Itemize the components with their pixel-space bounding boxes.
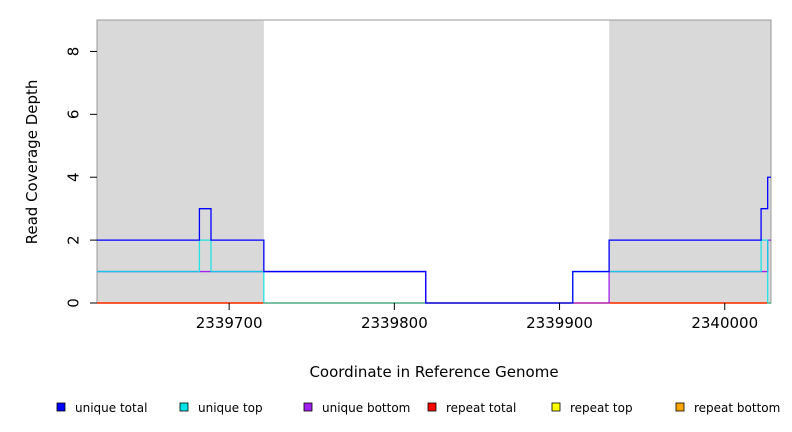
axes: 2339700 2339800 2339900 2340000 0 2 4 6 8	[65, 47, 759, 332]
legend-swatch	[675, 402, 685, 412]
legend-swatch	[56, 402, 66, 412]
series-line-unique-total	[97, 176, 771, 304]
shaded-region-1	[609, 20, 771, 303]
legend-item-repeat-total: repeat total	[427, 401, 516, 415]
legend-item-unique-total: unique total	[56, 401, 147, 415]
legend-item-repeat-bottom: repeat bottom	[675, 401, 780, 415]
series-line-unique-top	[97, 239, 771, 304]
legend-item-unique-top: unique top	[179, 401, 263, 415]
legend-label: unique total	[75, 401, 147, 415]
y-tick-label: 4	[65, 172, 83, 182]
y-tick-label: 8	[65, 47, 83, 57]
legend-swatch	[179, 402, 189, 412]
x-tick-label: 2339900	[526, 314, 593, 332]
y-axis-title: Read Coverage Depth	[23, 80, 41, 245]
legend-label: repeat top	[570, 401, 633, 415]
y-tick-label: 6	[65, 110, 83, 120]
x-tick-label: 2340000	[691, 314, 758, 332]
legend-item-unique-bottom: unique bottom	[303, 401, 410, 415]
legend-swatch	[303, 402, 313, 412]
legend-label: repeat total	[446, 401, 516, 415]
legend-swatch	[427, 402, 437, 412]
series-lines	[97, 176, 771, 304]
legend: unique total unique top unique bottom repea…	[56, 401, 780, 415]
legend-label: unique bottom	[322, 401, 410, 415]
shaded-regions	[97, 20, 771, 303]
x-axis-title: Coordinate in Reference Genome	[309, 363, 558, 381]
legend-item-repeat-top: repeat top	[551, 401, 633, 415]
x-tick-label: 2339800	[361, 314, 428, 332]
legend-swatch	[551, 402, 561, 412]
y-tick-label: 2	[65, 235, 83, 245]
legend-label: repeat bottom	[694, 401, 780, 415]
shaded-region-0	[97, 20, 264, 303]
y-tick-label: 0	[65, 298, 83, 308]
x-tick-label: 2339700	[196, 314, 263, 332]
legend-label: unique top	[198, 401, 263, 415]
